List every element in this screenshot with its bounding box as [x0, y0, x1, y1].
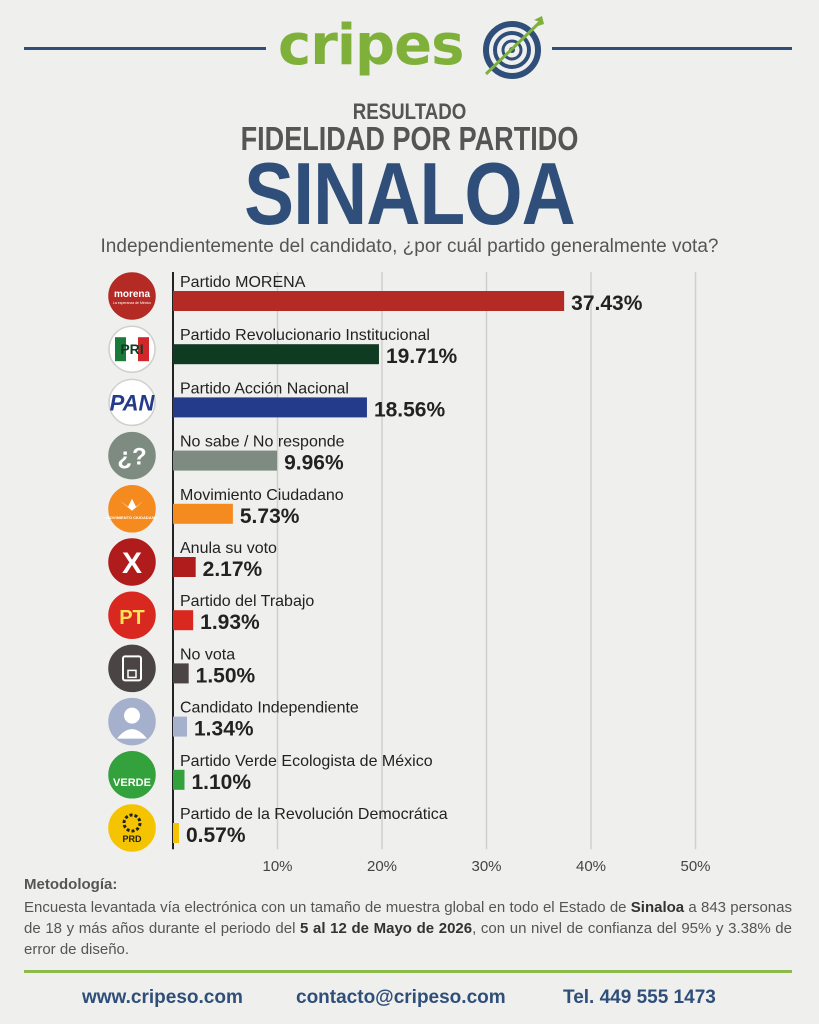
methodology-part2: a 843 personas de 18 y más años durante … [24, 899, 792, 937]
footer-rule [24, 970, 792, 973]
x-tick-label: 10% [262, 858, 292, 875]
mc-eagle [120, 498, 144, 511]
morena-logo-icon [108, 272, 156, 320]
x-cross-icon [108, 538, 156, 586]
bar [173, 663, 189, 684]
bar [173, 716, 188, 737]
methodology-title: Metodología: [24, 876, 118, 893]
header-rule-right [552, 47, 792, 50]
bar [173, 344, 379, 365]
morena-logo-icon-subtext: La esperanza de México [113, 301, 151, 305]
ballot-shape [122, 655, 142, 682]
question-marks-icon-text: ¿? [117, 444, 146, 471]
value-label: 1.34% [194, 718, 254, 741]
bar [173, 450, 278, 471]
methodology-part3: , con un nivel de confianza del 95% y 3.… [24, 920, 792, 958]
value-label: 19.71% [386, 345, 458, 368]
kicker-text: RESULTADO [352, 99, 467, 124]
logo-text-green: cripes [278, 13, 464, 78]
mc-eagle-logo-icon-text: MOVIMIENTO CIUDADANO [106, 515, 157, 520]
person-body [117, 729, 147, 739]
x-tick-label: 30% [471, 858, 501, 875]
pri-red-stripe [138, 337, 149, 362]
category-label: Partido Acción Nacional [180, 380, 349, 397]
prd-sun [122, 813, 142, 833]
x-tick-label: 40% [576, 858, 606, 875]
category-label: No vota [180, 646, 235, 663]
person-head [124, 707, 140, 724]
pri-green-stripe [115, 337, 126, 362]
bar [173, 557, 196, 577]
category-label: Partido del Trabajo [180, 593, 314, 610]
pan-logo-icon-text: PAN [110, 390, 156, 415]
pri-logo-icon-text: PRI [120, 341, 143, 357]
bar [173, 769, 185, 790]
footer-phone: Tel. 449 555 1473 [563, 987, 716, 1008]
ballot-box-icon [108, 644, 156, 693]
category-label: Partido Verde Ecologista de México [180, 753, 433, 770]
category-label: Partido Revolucionario Institucional [180, 327, 430, 344]
bar-chart: 10% 20% 30% 40% 50% Partido MORENA 37.43% moren… [106, 272, 711, 875]
bar [173, 610, 194, 631]
footer-website-link[interactable]: www.cripeso.com [82, 987, 243, 1008]
bar [173, 291, 565, 311]
prd-sun-logo-icon [108, 804, 156, 852]
methodology-body: Encuesta levantada vía electrónica con u… [24, 897, 792, 960]
x-tick-label: 50% [680, 858, 710, 875]
chart-title: SINALOA [244, 144, 576, 243]
methodology-bold2: 5 al 12 de Mayo de 2026 [300, 920, 473, 937]
footer-email-link[interactable]: contacto@cripeso.com [296, 987, 506, 1008]
ballot-mark [127, 669, 137, 679]
value-label: 0.57% [186, 824, 246, 847]
value-label: 1.50% [196, 664, 256, 687]
chart-subtitle: FIDELIDAD POR PARTIDO [240, 120, 579, 157]
category-label: Partido de la Revolución Democrática [180, 806, 448, 823]
methodology-part1: Encuesta levantada vía electrónica con u… [24, 899, 631, 916]
category-label: Anula su voto [180, 540, 277, 557]
bar [173, 397, 367, 418]
cripeso-logo: cripes [278, 12, 546, 84]
question-marks-icon [108, 431, 156, 480]
value-label: 1.93% [200, 611, 260, 634]
header-rule-left [24, 47, 266, 50]
category-label: Movimiento Ciudadano [180, 487, 344, 504]
morena-logo-icon-text: morena [114, 289, 151, 300]
category-label: No sabe / No responde [180, 434, 345, 451]
value-label: 9.96% [284, 452, 344, 475]
survey-question: Independientemente del candidato, ¿por c… [100, 236, 719, 257]
verde-toucan-logo-icon [108, 751, 156, 799]
x-cross-icon-text: X [122, 547, 142, 580]
target-icon [483, 16, 544, 79]
value-label: 2.17% [203, 558, 263, 581]
methodology-bold1: Sinaloa [630, 899, 685, 916]
pt-star-logo-icon [108, 591, 156, 639]
value-label: 37.43% [571, 292, 643, 315]
bar [173, 503, 233, 524]
verde-toucan-logo-icon-text: VERDE [113, 777, 151, 789]
category-label: Partido MORENA [180, 274, 306, 291]
x-tick-label: 20% [367, 858, 397, 875]
pan-logo-icon [108, 378, 156, 427]
pt-star-logo-icon-text: PT [119, 607, 145, 629]
value-label: 18.56% [374, 398, 446, 421]
prd-sun-logo-icon-text: PRD [122, 834, 142, 844]
bar [173, 823, 179, 843]
category-label: Candidato Independiente [180, 700, 359, 717]
value-label: 1.10% [191, 771, 251, 794]
value-label: 5.73% [240, 505, 300, 528]
